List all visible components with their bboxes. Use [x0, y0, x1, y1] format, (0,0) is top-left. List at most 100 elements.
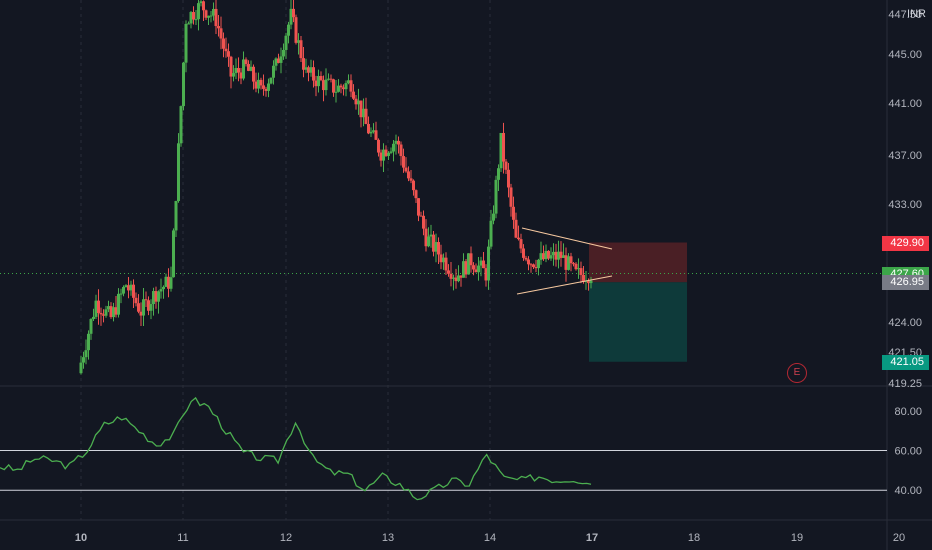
candle-body: [364, 108, 368, 124]
candle-body: [167, 276, 170, 289]
target-price-badge: 421.05: [882, 354, 929, 370]
candle-body: [449, 273, 453, 279]
candle-body: [144, 299, 148, 301]
candle-body: [432, 234, 435, 252]
candle-body: [284, 35, 288, 50]
candle-body: [302, 58, 305, 70]
candle-body: [122, 287, 125, 294]
candle-body: [334, 91, 338, 93]
candle-body: [84, 350, 88, 358]
candle-body: [519, 239, 523, 249]
price-tick-label: 433.00: [888, 199, 922, 211]
candle-body: [362, 108, 365, 118]
candle-body: [219, 28, 223, 39]
candle-body: [472, 265, 475, 270]
candle-body: [232, 73, 235, 77]
candle-body: [304, 67, 308, 70]
event-marker-icon[interactable]: E: [787, 363, 807, 383]
candle-body: [397, 140, 400, 145]
candle-body: [239, 72, 243, 79]
time-tick-label: 13: [382, 532, 394, 544]
candle-body: [127, 285, 130, 291]
candle-body: [97, 300, 100, 313]
candle-body: [422, 215, 425, 229]
candle-body: [587, 280, 590, 284]
candle-body: [367, 123, 370, 134]
candle-body: [582, 274, 585, 282]
triangle-pattern[interactable]: [516, 227, 613, 295]
candles: [79, 0, 593, 375]
candle-body: [402, 156, 405, 168]
candle-body: [509, 187, 513, 207]
price-tick-label: 447.50: [888, 9, 922, 21]
candle-body: [359, 100, 363, 118]
candle-body: [504, 161, 508, 170]
candle-body: [569, 256, 573, 264]
time-tick-label: 10: [75, 532, 87, 544]
candle-body: [162, 286, 165, 290]
candle-body: [227, 51, 230, 57]
candle-body: [112, 307, 115, 318]
candle-body: [244, 59, 248, 65]
indicator-tick-label: 60.00: [894, 446, 922, 458]
candle-body: [424, 228, 428, 247]
candle-body: [194, 19, 198, 21]
candle-body: [119, 293, 123, 295]
candle-body: [554, 251, 558, 260]
candle-body: [114, 307, 118, 315]
candle-body: [567, 256, 570, 270]
candle-body: [237, 68, 240, 73]
candle-body: [102, 314, 105, 316]
candle-body: [437, 242, 440, 255]
candle-body: [149, 304, 153, 311]
candle-body: [557, 251, 560, 260]
candle-body: [474, 269, 478, 273]
candle-body: [347, 80, 350, 84]
candle-body: [129, 284, 133, 291]
candle-body: [572, 263, 575, 265]
candle-body: [549, 255, 553, 259]
candle-body: [274, 58, 278, 66]
candle-body: [524, 257, 528, 260]
candle-body: [324, 79, 328, 91]
candle-body: [354, 98, 358, 105]
candle-body: [342, 87, 345, 90]
candle-body: [484, 268, 488, 281]
candle-body: [389, 151, 393, 153]
candle-body: [152, 291, 155, 305]
candle-body: [444, 257, 448, 271]
candle-body: [169, 277, 173, 289]
indicator-pane: [0, 396, 887, 501]
candle-body: [522, 248, 525, 258]
candle-body: [574, 263, 578, 270]
candle-body: [527, 259, 530, 265]
candle-body: [399, 144, 403, 157]
candle-body: [469, 253, 473, 266]
candle-body: [294, 17, 298, 43]
candle-body: [287, 24, 290, 36]
candle-body: [184, 23, 188, 63]
price-tick-label: 445.00: [888, 49, 922, 61]
candle-body: [374, 130, 378, 140]
candle-body: [137, 303, 140, 312]
candle-body: [369, 131, 373, 134]
candle-body: [174, 201, 178, 231]
candle-body: [539, 253, 543, 260]
indicator-tick-label: 40.00: [894, 485, 922, 497]
candle-body: [344, 83, 348, 90]
candle-body: [562, 255, 565, 258]
candle-body: [319, 76, 323, 81]
candle-body: [107, 306, 110, 310]
candle-body: [379, 152, 383, 161]
price-tick-label: 419.25: [888, 378, 922, 390]
candle-body: [532, 264, 535, 268]
candle-body: [257, 79, 260, 89]
candle-body: [142, 299, 145, 316]
time-tick-label: 19: [791, 532, 803, 544]
candle-body: [514, 219, 518, 238]
candle-body: [372, 130, 375, 132]
candle-body: [407, 171, 410, 179]
candle-body: [497, 168, 500, 180]
take-profit-zone: [589, 282, 687, 362]
